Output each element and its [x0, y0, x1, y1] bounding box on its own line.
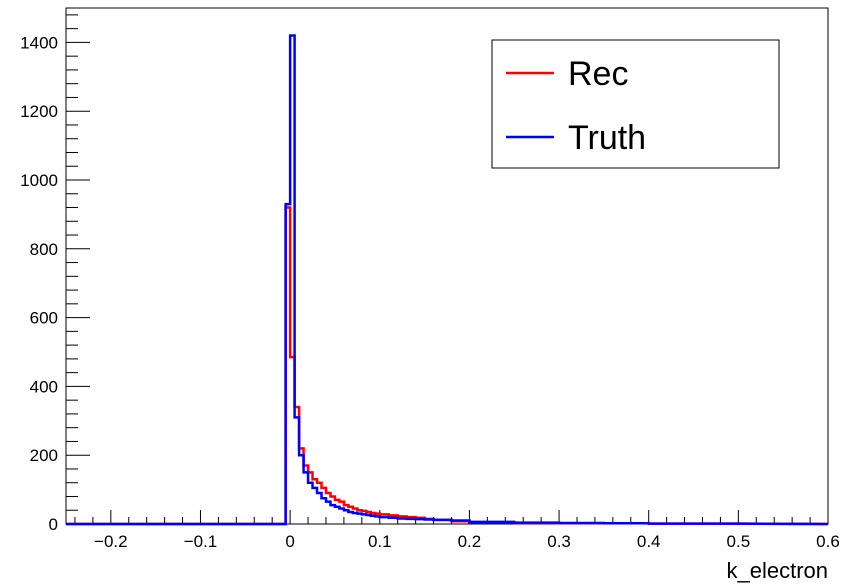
series-line-rec	[66, 206, 829, 526]
y-tick-label: 0	[49, 515, 58, 534]
x-axis-title: k_electron	[726, 558, 828, 583]
legend-label-rec: Rec	[568, 55, 628, 93]
y-tick-label: 1400	[20, 33, 58, 52]
y-tick-label: 1000	[20, 171, 58, 190]
x-tick-label: 0.4	[637, 532, 661, 551]
y-tick-label: 1200	[20, 102, 58, 121]
x-tick-label: 0.1	[368, 532, 392, 551]
legend-label-truth: Truth	[568, 119, 646, 157]
x-tick-label: −0.1	[184, 532, 218, 551]
series-layer	[66, 34, 829, 526]
x-axis-ticks: −0.2 −0.1 0 0.1 0.2 0.3 0.4 0.5 0.6	[74, 510, 840, 551]
y-tick-label: 400	[30, 377, 58, 396]
series-line-truth	[66, 34, 829, 526]
legend-box	[491, 39, 780, 169]
x-tick-label: 0.3	[547, 532, 571, 551]
plot-frame	[65, 7, 829, 525]
x-tick-label: 0	[285, 532, 294, 551]
y-tick-label: 200	[30, 446, 58, 465]
y-axis-ticks: 0 200 400 600 800 1000 1200 1400	[20, 14, 90, 534]
x-tick-label: 0.2	[458, 532, 482, 551]
y-tick-label: 600	[30, 309, 58, 328]
plot-area	[65, 7, 829, 525]
x-tick-label: 0.5	[727, 532, 751, 551]
legend: Rec Truth	[491, 39, 780, 169]
x-tick-label: −0.2	[94, 532, 128, 551]
x-tick-label: 0.6	[816, 532, 840, 551]
y-tick-label: 800	[30, 240, 58, 259]
